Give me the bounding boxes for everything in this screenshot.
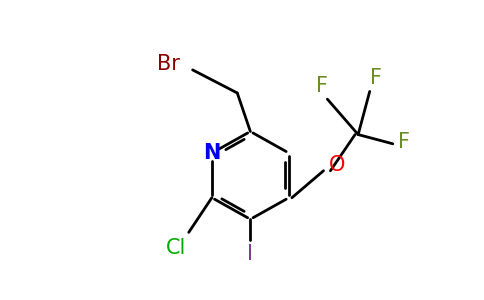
Text: Br: Br: [156, 55, 180, 74]
Text: F: F: [370, 68, 382, 88]
Text: F: F: [398, 132, 410, 152]
Text: Cl: Cl: [166, 238, 186, 258]
Text: F: F: [316, 76, 328, 96]
Text: N: N: [203, 143, 221, 163]
Text: O: O: [329, 155, 345, 176]
Text: I: I: [247, 244, 253, 264]
